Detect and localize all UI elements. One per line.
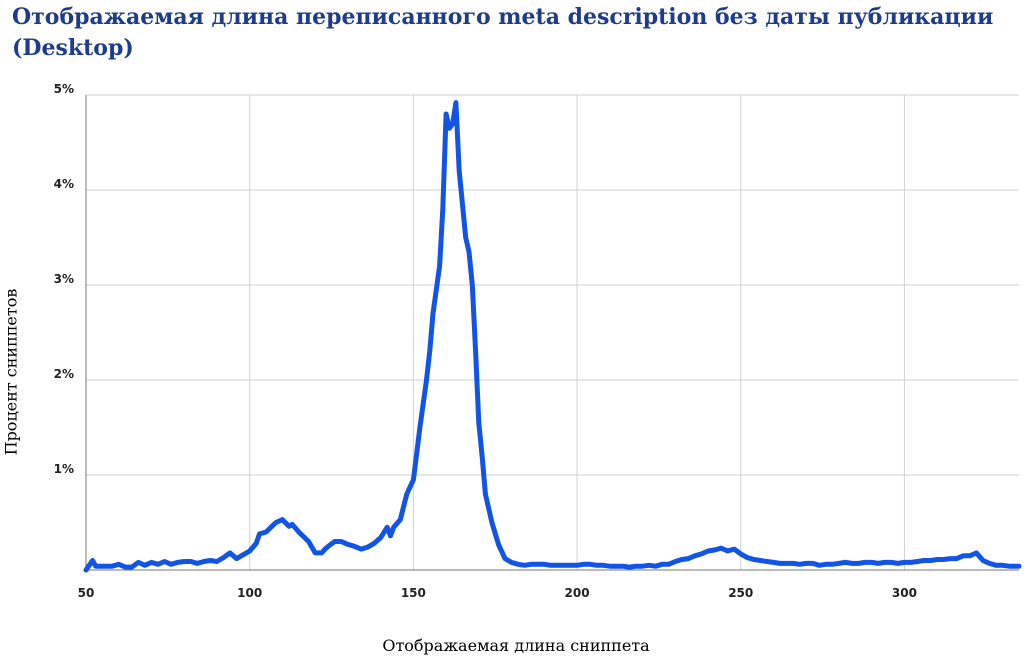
- y-tick-label: 3%: [54, 272, 74, 286]
- y-tick-label: 5%: [54, 82, 74, 96]
- x-tick-label: 50: [78, 586, 95, 600]
- series-layer: [83, 100, 1022, 573]
- x-tick-label: 300: [892, 586, 917, 600]
- series-line: [83, 100, 1022, 573]
- x-tick-label: 250: [728, 586, 753, 600]
- axes: [85, 95, 1019, 571]
- y-tick-label: 2%: [54, 367, 74, 381]
- x-axis-label: Отображаемая длина сниппета: [382, 636, 650, 655]
- tick-labels: 1% 2% 3% 4% 5% 50 100 150 200 250 300: [54, 82, 917, 600]
- y-tick-label: 4%: [54, 177, 74, 191]
- x-tick-label: 100: [237, 586, 262, 600]
- x-tick-label: 200: [565, 586, 590, 600]
- grid-lines: [86, 94, 1019, 570]
- x-tick-label: 150: [401, 586, 426, 600]
- chart-title: Отображаемая длина переписанного meta de…: [12, 4, 994, 61]
- y-tick-label: 1%: [54, 462, 74, 476]
